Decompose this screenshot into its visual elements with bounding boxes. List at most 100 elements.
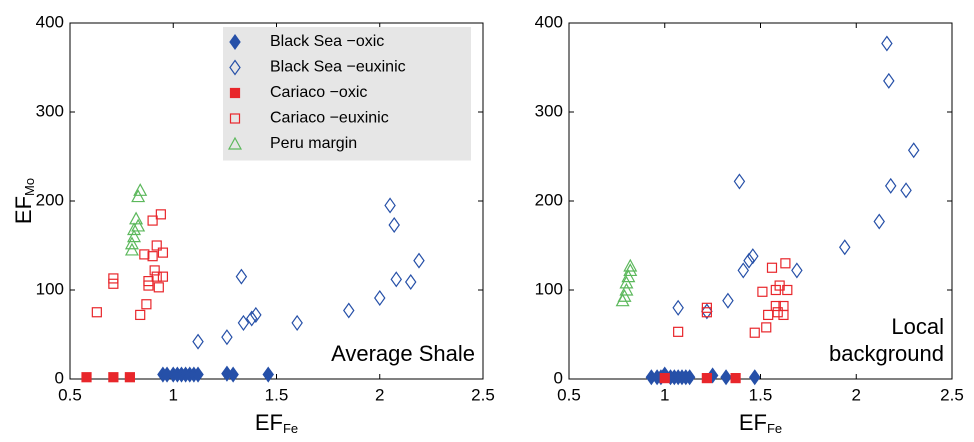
point [778, 309, 789, 321]
point [615, 293, 630, 307]
x-axis-label: EFFe [739, 410, 782, 437]
x-tick-label: 0.5 [557, 385, 581, 404]
x-tick-label: 2 [375, 385, 384, 404]
point [390, 271, 403, 288]
point [343, 302, 355, 319]
point [883, 72, 895, 89]
point [733, 173, 746, 190]
point [139, 249, 150, 260]
legend-marker [229, 87, 241, 99]
point [108, 372, 119, 383]
x-tick-label: 2.5 [940, 385, 964, 404]
y-tick-label: 0 [554, 368, 563, 387]
y-tick-label: 400 [36, 12, 64, 31]
y-tick-label: 200 [535, 190, 563, 209]
point [127, 222, 142, 236]
y-tick-label: 300 [535, 101, 563, 120]
point [900, 182, 912, 199]
point [791, 262, 803, 279]
point [374, 289, 386, 307]
x-tick-label: 2 [852, 385, 861, 404]
point [291, 314, 303, 331]
point [701, 303, 713, 320]
point [235, 268, 248, 285]
legend-box [223, 27, 471, 161]
legend-marker [229, 59, 241, 76]
x-tick-label: 1 [169, 385, 178, 404]
point [772, 307, 783, 318]
point [747, 248, 759, 265]
point [227, 366, 239, 383]
point [151, 271, 162, 282]
legend-marker [229, 33, 241, 51]
point [81, 372, 92, 383]
x-axis-label-main: EF [255, 410, 283, 435]
point [129, 211, 144, 225]
point [720, 369, 732, 386]
point [749, 369, 761, 386]
point [192, 333, 204, 350]
series [673, 258, 793, 338]
legend-label: Peru margin [270, 135, 357, 152]
point [623, 263, 638, 277]
point [155, 209, 166, 220]
point [701, 373, 712, 384]
point [619, 275, 634, 289]
x-tick-label: 2.5 [471, 385, 495, 404]
series [124, 183, 148, 256]
point [153, 282, 164, 293]
point [782, 284, 793, 296]
point [157, 271, 169, 282]
series [672, 35, 920, 320]
point [766, 262, 778, 273]
y-axis-label-sub: Mo [22, 178, 37, 196]
legend-marker [229, 113, 241, 124]
point [623, 258, 638, 272]
x-axis-label: EFFe [255, 410, 298, 437]
point [743, 252, 755, 269]
point [763, 309, 774, 321]
point [124, 236, 139, 250]
x-tick-label: 0.5 [58, 385, 82, 404]
x-axis-label-main: EF [739, 410, 767, 435]
point [147, 215, 158, 226]
point [384, 197, 396, 214]
point [108, 278, 119, 289]
series [615, 258, 638, 307]
series [192, 197, 425, 350]
point [237, 314, 250, 331]
y-tick-label: 200 [36, 190, 64, 209]
series [81, 372, 135, 383]
annotation: Local [891, 314, 944, 339]
point [907, 142, 920, 159]
x-tick-label: 1 [660, 385, 669, 404]
point [135, 309, 146, 321]
x-axis-label-sub: Fe [283, 421, 298, 436]
y-tick-label: 100 [535, 279, 563, 298]
series [157, 365, 274, 383]
point [757, 286, 768, 297]
point [157, 247, 169, 258]
legend-label: Black Sea −oxic [270, 33, 384, 50]
point [780, 258, 791, 269]
y-tick-label: 0 [55, 368, 64, 387]
point [143, 280, 154, 291]
point [730, 373, 741, 384]
series [659, 373, 741, 384]
point [672, 299, 684, 316]
legend-label: Cariaco −euxinic [270, 110, 389, 127]
annotation: background [829, 341, 944, 366]
point [659, 373, 670, 384]
point [133, 183, 148, 196]
point [221, 329, 233, 346]
point [619, 282, 634, 296]
point [147, 251, 158, 262]
point [722, 292, 734, 309]
y-axis-label-main: EF [11, 196, 36, 224]
point [388, 216, 400, 234]
series [91, 209, 169, 321]
point [749, 327, 760, 338]
point [131, 189, 146, 203]
legend-label: Black Sea −euxinic [270, 59, 406, 76]
point [91, 307, 102, 318]
